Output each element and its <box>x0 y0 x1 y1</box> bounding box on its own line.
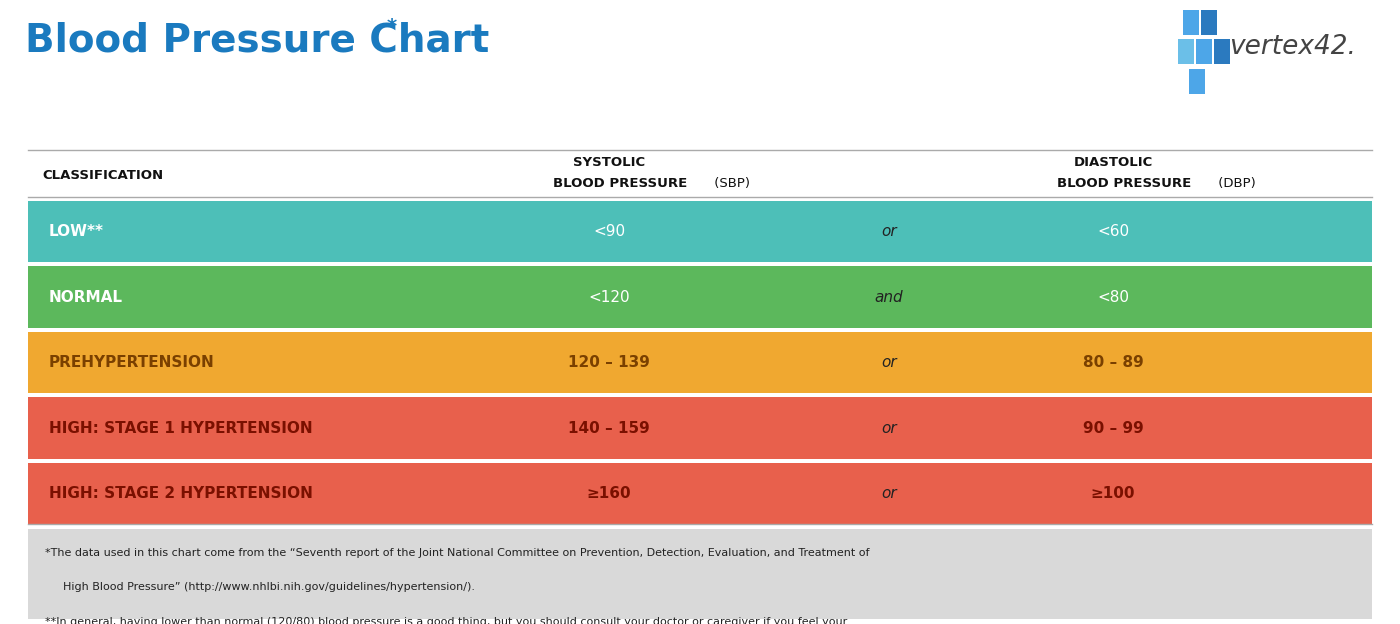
FancyBboxPatch shape <box>1183 10 1198 34</box>
FancyBboxPatch shape <box>1190 69 1205 94</box>
Text: NORMAL: NORMAL <box>49 290 123 305</box>
Text: CLASSIFICATION: CLASSIFICATION <box>42 169 164 182</box>
FancyBboxPatch shape <box>28 529 1372 619</box>
Text: PREHYPERTENSION: PREHYPERTENSION <box>49 355 214 370</box>
Text: ≥160: ≥160 <box>587 486 631 501</box>
FancyBboxPatch shape <box>28 150 1372 197</box>
Text: <90: <90 <box>594 224 624 239</box>
Text: BLOOD PRESSURE: BLOOD PRESSURE <box>553 177 687 190</box>
Text: or: or <box>881 486 897 501</box>
FancyBboxPatch shape <box>28 463 1372 524</box>
Text: <80: <80 <box>1098 290 1128 305</box>
Text: Blood Pressure Chart: Blood Pressure Chart <box>25 22 490 60</box>
FancyBboxPatch shape <box>28 397 1372 459</box>
Text: HIGH: STAGE 2 HYPERTENSION: HIGH: STAGE 2 HYPERTENSION <box>49 486 312 501</box>
FancyBboxPatch shape <box>28 201 1372 262</box>
FancyBboxPatch shape <box>1201 10 1217 34</box>
FancyBboxPatch shape <box>28 266 1372 328</box>
Text: *: * <box>386 17 396 36</box>
Text: 90 – 99: 90 – 99 <box>1082 421 1144 436</box>
Text: or: or <box>881 224 897 239</box>
Text: vertex42.: vertex42. <box>1229 34 1357 61</box>
Text: and: and <box>875 290 903 305</box>
Text: <60: <60 <box>1098 224 1128 239</box>
Text: or: or <box>881 355 897 370</box>
Text: LOW**: LOW** <box>49 224 104 239</box>
Text: **In general, having lower than normal (120/80) blood pressure is a good thing, : **In general, having lower than normal (… <box>45 617 847 624</box>
Text: SYSTOLIC: SYSTOLIC <box>573 157 645 169</box>
Text: HIGH: STAGE 1 HYPERTENSION: HIGH: STAGE 1 HYPERTENSION <box>49 421 312 436</box>
Text: ≥100: ≥100 <box>1091 486 1135 501</box>
Text: BLOOD PRESSURE: BLOOD PRESSURE <box>1057 177 1191 190</box>
Text: (SBP): (SBP) <box>710 177 750 190</box>
Text: High Blood Pressure” (http://www.nhlbi.nih.gov/guidelines/hypertension/).: High Blood Pressure” (http://www.nhlbi.n… <box>56 582 475 592</box>
FancyBboxPatch shape <box>1177 39 1194 64</box>
Text: <120: <120 <box>588 290 630 305</box>
Text: 140 – 159: 140 – 159 <box>568 421 650 436</box>
FancyBboxPatch shape <box>28 332 1372 393</box>
Text: *The data used in this chart come from the “Seventh report of the Joint National: *The data used in this chart come from t… <box>45 548 869 558</box>
Text: or: or <box>881 421 897 436</box>
Text: 120 – 139: 120 – 139 <box>568 355 650 370</box>
Text: 80 – 89: 80 – 89 <box>1082 355 1144 370</box>
FancyBboxPatch shape <box>1196 39 1212 64</box>
Text: DIASTOLIC: DIASTOLIC <box>1074 157 1152 169</box>
Text: (DBP): (DBP) <box>1214 177 1256 190</box>
FancyBboxPatch shape <box>1214 39 1231 64</box>
